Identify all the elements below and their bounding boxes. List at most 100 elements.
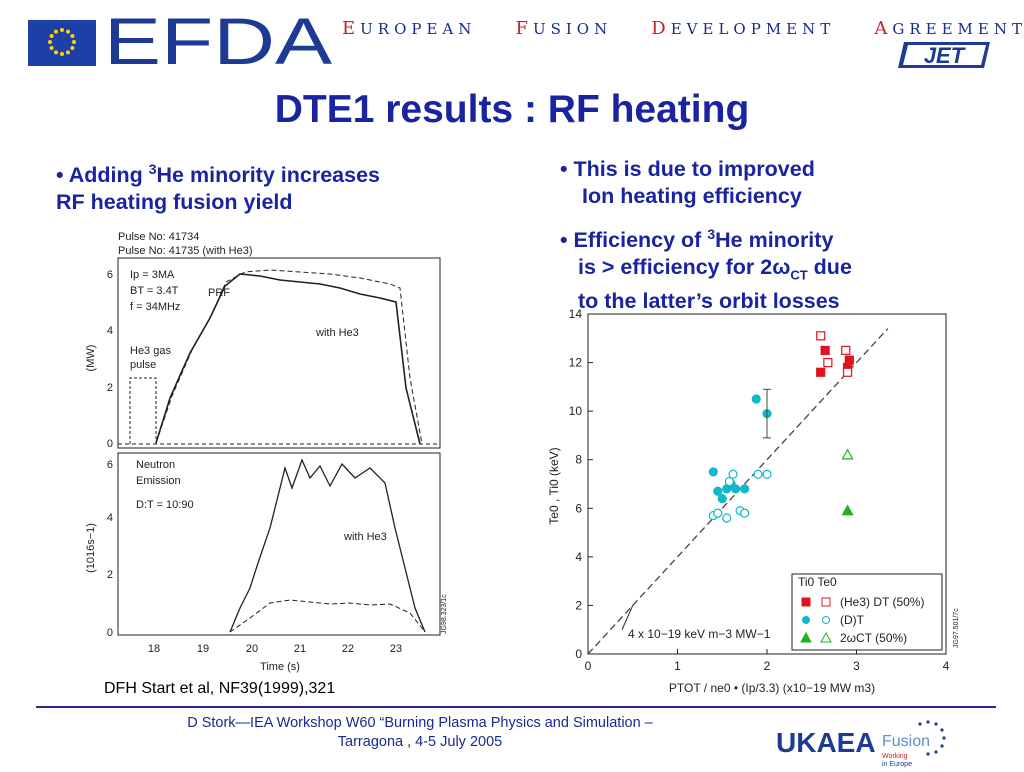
svg-text:in Europe: in Europe — [882, 761, 912, 768]
gas-label-1: He3 gas — [130, 345, 171, 357]
data-point-te0 — [722, 513, 732, 523]
right-bullet-1: • This is due to improved Ion heating ef… — [560, 157, 815, 208]
time-trace-figure: Pulse No: 41734 Pulse No: 41735 (with He… — [80, 228, 450, 678]
x-tick-label: 0 — [585, 659, 592, 673]
svg-text:21: 21 — [294, 643, 306, 655]
with-he-label-top: with He3 — [315, 327, 359, 339]
x-tick-label: 1 — [674, 659, 681, 673]
gas-pulse-box — [129, 377, 157, 444]
data-points — [708, 331, 854, 523]
legend-marker — [802, 616, 810, 624]
svg-text:Fusion: Fusion — [882, 733, 930, 750]
legend-marker — [820, 631, 832, 643]
svg-text:6: 6 — [107, 269, 113, 281]
org-word-1: EUROPEAN — [342, 18, 477, 39]
y-tick-label: 2 — [575, 598, 582, 612]
legend-marker — [801, 597, 811, 607]
neutron-label-1: Neutron — [136, 459, 175, 471]
neutron-label-2: Emission — [136, 475, 181, 487]
svg-text:22: 22 — [342, 643, 354, 655]
org-word-3: DEVELOPMENT — [651, 18, 836, 39]
efda-logo: EFDA — [104, 4, 336, 78]
y-tick-label: 14 — [569, 308, 583, 321]
y-tick-label: 12 — [569, 356, 583, 370]
data-point-ti0 — [717, 493, 727, 504]
right-fig-ref-code: JG97.501/7c — [953, 608, 960, 648]
header: EFDA EUROPEAN FUSION DEVELOPMENT AGREEME… — [0, 0, 1024, 78]
citation: DFH Start et al, NF39(1999),321 — [104, 680, 336, 697]
data-point-ti0 — [844, 355, 854, 365]
data-point-ti0 — [713, 486, 723, 496]
legend-header: Ti0 Te0 — [798, 575, 837, 589]
jet-logo: JET — [898, 40, 990, 70]
chart-legend: Ti0 Te0 (He3) DT (50%) (D)T 2ωCT (50%) — [791, 573, 943, 651]
bottom-panel-xticks: 18 19 20 21 22 23 — [148, 643, 402, 655]
eu-flag-icon — [28, 20, 96, 66]
efda-logo-text: EFDA — [104, 8, 332, 72]
x-tick-label: 2 — [764, 659, 771, 673]
bottom-panel-frame — [117, 452, 441, 636]
y-tick-label: 8 — [575, 453, 582, 467]
y-tick-label: 10 — [569, 404, 583, 418]
page-title: DTE1 results : RF heating — [274, 88, 750, 131]
svg-text:18: 18 — [148, 643, 160, 655]
legend-marker — [821, 597, 831, 607]
data-point-ti0 — [751, 394, 761, 404]
data-point-ti0 — [820, 345, 830, 356]
svg-text:2: 2 — [107, 569, 113, 581]
svg-text:UKAEA: UKAEA — [776, 727, 876, 758]
data-point-te0 — [713, 508, 723, 518]
legend-marker — [822, 616, 830, 624]
svg-text:4: 4 — [107, 325, 113, 337]
prf-label: PRF — [208, 287, 230, 299]
svg-text:Working: Working — [882, 753, 908, 760]
with-he-label-bottom: with He3 — [343, 531, 387, 543]
footer-divider — [36, 706, 996, 708]
data-point-ti0 — [708, 467, 718, 477]
bottom-panel-ylabel: (1016s−1) — [85, 523, 97, 573]
ukaea-logo: UKAEA Fusion Working in Europe — [770, 714, 960, 768]
data-point-ti0 — [816, 367, 826, 377]
left-fig-ref-code: JG98.323/1c — [441, 594, 448, 634]
x-tick-label: 3 — [853, 659, 860, 673]
org-word-4: AGREEMENT — [874, 18, 1024, 39]
bottom-panel-yticks: 0 2 4 6 — [107, 459, 113, 639]
data-point-te0 — [841, 345, 851, 356]
data-point-te0 — [753, 469, 763, 479]
data-point-te0 — [728, 469, 738, 479]
top-panel-yticks: 0 2 4 6 — [107, 269, 113, 450]
efda-full-name: EUROPEAN FUSION DEVELOPMENT AGREEMENT — [342, 18, 1022, 39]
svg-text:19: 19 — [197, 643, 209, 655]
param-bt: BT = 3.4T — [130, 285, 179, 297]
left-bullet: • Adding 3He minority increases RF heati… — [56, 161, 380, 215]
svg-text:0: 0 — [107, 627, 113, 639]
neutron-trace-with-he — [229, 458, 426, 633]
org-word-2: FUSION — [515, 18, 613, 39]
prf-trace-with-he — [155, 273, 421, 445]
footer-line-2: Tarragona , 4-5 July 2005 — [337, 734, 503, 750]
legend-entry-1: (He3) DT (50%) — [840, 595, 924, 609]
top-panel-ylabel: (MW) — [85, 345, 97, 372]
y-tick-label: 4 — [575, 550, 582, 564]
pulse-label-1: Pulse No: 41734 — [118, 231, 199, 243]
gas-label-2: pulse — [130, 359, 156, 371]
svg-text:4: 4 — [107, 512, 113, 524]
svg-text:0: 0 — [107, 438, 113, 450]
footer-line-1: D Stork—IEA Workshop W60 “Burning Plasma… — [187, 715, 653, 731]
data-point-te0 — [762, 469, 772, 479]
top-panel-frame — [117, 257, 441, 449]
neutron-label-3: D:T = 10:90 — [136, 499, 194, 511]
legend-marker — [800, 631, 812, 643]
param-f: f = 34MHz — [130, 301, 180, 313]
bottom-panel-xlabel: Time (s) — [260, 661, 300, 673]
prf-trace-reference — [155, 269, 423, 445]
neutron-trace-reference — [229, 599, 426, 633]
data-point-te0 — [823, 357, 833, 368]
footer-text: D Stork—IEA Workshop W60 “Burning Plasma… — [110, 714, 730, 752]
data-point-te0 — [740, 508, 750, 518]
y-tick-label: 0 — [575, 647, 582, 661]
param-ip: Ip = 3MA — [130, 269, 175, 281]
data-point-te0 — [842, 367, 853, 377]
legend-entry-2: (D)T — [840, 613, 865, 627]
